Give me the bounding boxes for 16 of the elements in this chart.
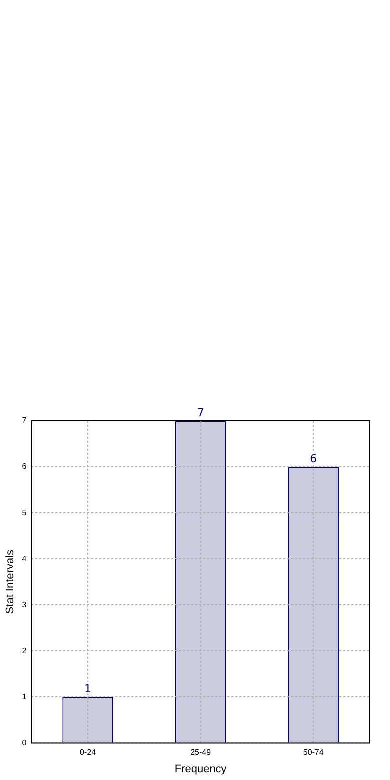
y-tick-label: 3	[22, 600, 28, 610]
x-tick-label: 0-24	[80, 748, 97, 758]
data-label: 6	[310, 452, 318, 466]
y-tick-label: 0	[22, 738, 28, 748]
y-tick-label: 6	[22, 462, 28, 472]
y-tick-label: 5	[22, 508, 28, 518]
x-tick-label: 50-74	[303, 748, 324, 758]
data-label: 7	[197, 406, 204, 420]
x-tick-label: 25-49	[190, 748, 212, 758]
y-tick-label: 1	[22, 692, 28, 702]
y-tick-label: 7	[22, 416, 28, 426]
y-tick-label: 2	[22, 646, 28, 656]
data-label: 1	[84, 682, 92, 696]
x-axis-title: Frequency	[174, 763, 228, 776]
y-tick-label: 4	[22, 554, 28, 564]
y-axis-title: Stat Intervals	[4, 550, 17, 614]
